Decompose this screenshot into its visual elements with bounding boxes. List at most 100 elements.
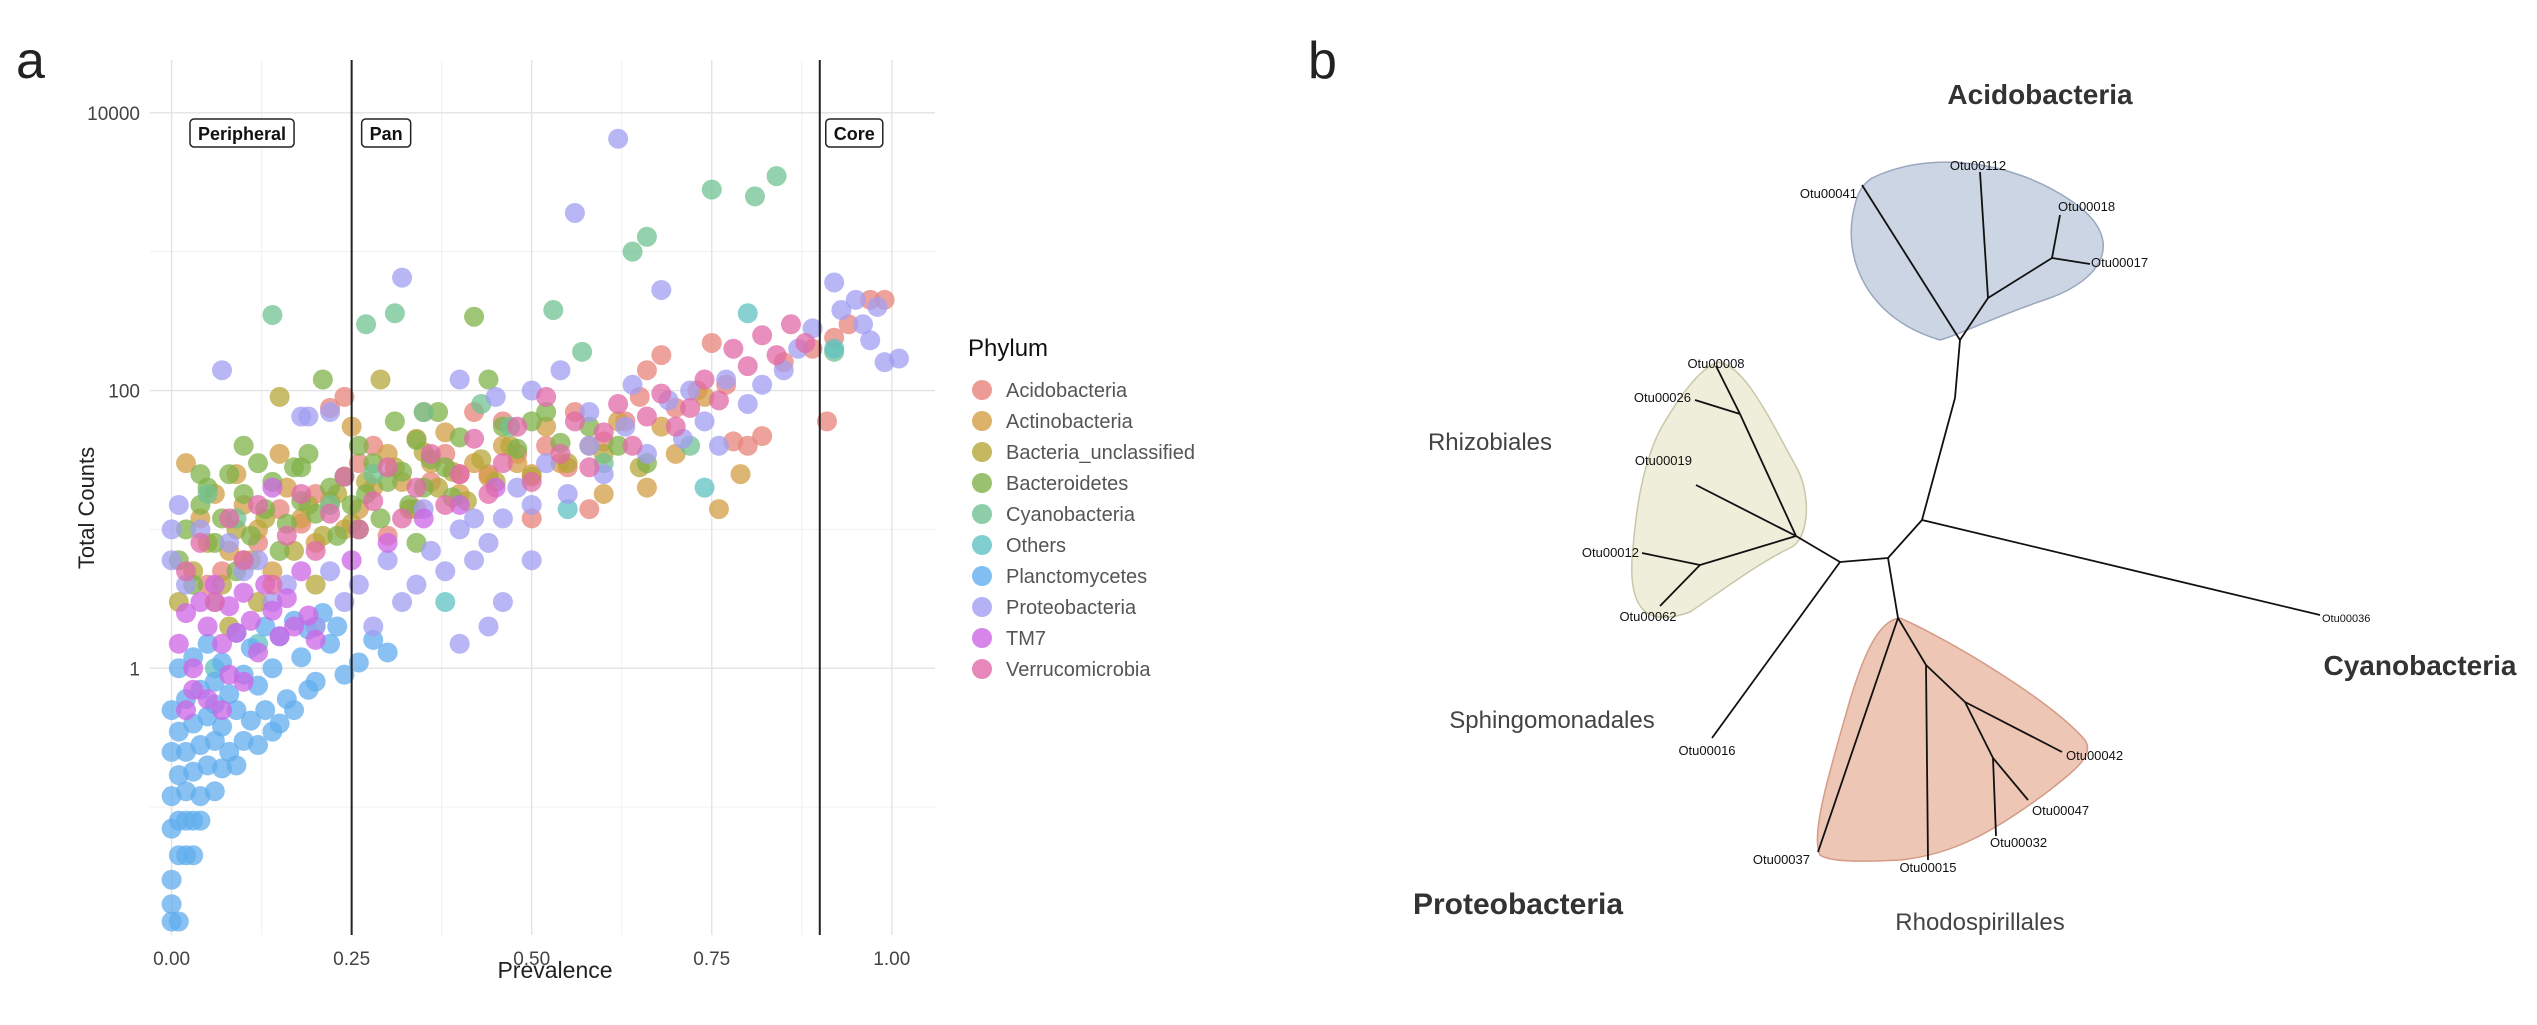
rhodospirillales-clade-hull (1816, 617, 2089, 862)
legend-label: TM7 (1006, 628, 1046, 650)
data-point (305, 629, 326, 650)
data-point (377, 642, 398, 663)
data-point (701, 179, 722, 200)
data-point (161, 700, 182, 721)
data-point (204, 781, 225, 802)
tree-branches (1641, 171, 2321, 861)
legend-swatch (972, 566, 992, 586)
data-point (824, 272, 845, 293)
data-point (694, 411, 715, 432)
data-point (176, 453, 197, 474)
data-point (204, 592, 225, 613)
x-tick-label: 0.25 (333, 949, 370, 970)
data-point (233, 435, 254, 456)
data-point (622, 241, 643, 262)
y-tick-label: 1 (129, 659, 140, 680)
data-point (291, 561, 312, 582)
data-point (320, 561, 341, 582)
data-point (521, 550, 542, 571)
data-point (168, 494, 189, 515)
data-point (219, 684, 240, 705)
data-point (615, 416, 636, 437)
data-point (564, 202, 585, 223)
data-point (269, 540, 290, 561)
data-point (320, 477, 341, 498)
data-point (161, 550, 182, 571)
data-point (680, 397, 701, 418)
legend-swatch (972, 535, 992, 555)
data-point (485, 386, 506, 407)
data-point (406, 430, 427, 451)
data-point (370, 508, 391, 529)
data-point (420, 540, 441, 561)
data-point (377, 532, 398, 553)
data-point (384, 411, 405, 432)
data-point (248, 494, 269, 515)
legend-swatch (972, 628, 992, 648)
data-point (262, 658, 283, 679)
data-point (320, 503, 341, 524)
otu-label: Otu00036 (2322, 613, 2370, 625)
data-point (248, 550, 269, 571)
region-label-text: Core (834, 124, 875, 144)
data-point (197, 616, 218, 637)
data-point (521, 471, 542, 492)
data-point (694, 369, 715, 390)
x-tick-label: 0.75 (693, 949, 730, 970)
data-point (752, 426, 773, 447)
legend-items: Acidobacteria Actinobacteria Bacteria_uncl… (972, 380, 1195, 681)
data-point (176, 561, 197, 582)
data-point (262, 304, 283, 325)
data-point (240, 710, 261, 731)
data-point (449, 369, 470, 390)
data-point (305, 503, 326, 524)
data-point (507, 416, 528, 437)
legend-swatch (972, 597, 992, 617)
data-point (248, 453, 269, 474)
data-point (176, 700, 197, 721)
data-point (406, 574, 427, 595)
otu-label: Otu00026 (1634, 390, 1691, 405)
legend-swatch (972, 411, 992, 431)
clade-label-proteobacteria: Proteobacteria (1413, 888, 1623, 921)
data-point (183, 679, 204, 700)
legend-item: Verrucomicrobia (972, 659, 1151, 681)
data-point (291, 483, 312, 504)
data-point (449, 519, 470, 540)
data-point (334, 466, 355, 487)
data-point (334, 664, 355, 685)
data-point (248, 592, 269, 613)
data-point (269, 386, 290, 407)
y-axis-label: Total Counts (74, 447, 99, 569)
legend-label: Acidobacteria (1006, 380, 1128, 402)
data-point (219, 741, 240, 762)
data-point (572, 341, 593, 362)
data-point (190, 592, 211, 613)
region-label-box (189, 118, 295, 148)
data-point (737, 435, 758, 456)
data-point (298, 679, 319, 700)
otu-label: Otu00016 (1678, 743, 1735, 758)
data-point (190, 810, 211, 831)
data-point (348, 519, 369, 540)
data-point (233, 582, 254, 603)
data-point (428, 477, 449, 498)
clade-label-sphingomonadales: Sphingomonadales (1449, 707, 1655, 734)
region-label-pan: Pan (360, 118, 412, 148)
data-point (176, 603, 197, 624)
data-point (579, 499, 600, 520)
phylogenetic-tree: Otu00112 Otu00041 Otu00018 Otu00017 Otu0… (1413, 79, 2517, 936)
data-point (262, 477, 283, 498)
data-point (334, 386, 355, 407)
data-point (795, 332, 816, 353)
data-point (464, 508, 485, 529)
data-point (176, 519, 197, 540)
data-point (291, 647, 312, 668)
data-point (226, 700, 247, 721)
x-axis-label: Prevalence (497, 957, 612, 983)
data-point (708, 499, 729, 520)
data-point (593, 422, 614, 443)
data-point (312, 525, 333, 546)
legend-swatch (972, 473, 992, 493)
